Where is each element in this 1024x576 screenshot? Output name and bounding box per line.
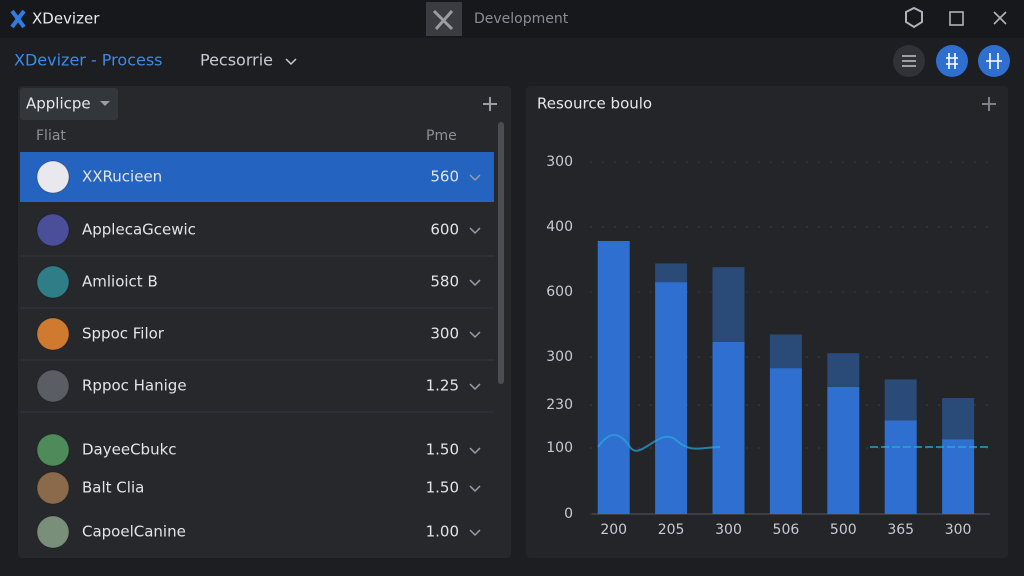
chart-add-button[interactable] — [982, 97, 996, 111]
close-button[interactable] — [993, 11, 1007, 25]
row-caret — [469, 174, 481, 182]
y-axis-label: 400 — [546, 219, 573, 235]
app-row[interactable]: Sppoc Filor 300 — [20, 317, 494, 361]
bar-segment — [655, 263, 688, 283]
app-row[interactable]: Amlioict B 580 — [20, 265, 494, 309]
row-caret — [469, 485, 481, 493]
app-list-panel — [18, 86, 511, 558]
app-dropdown[interactable] — [20, 88, 118, 120]
row-caret — [469, 227, 481, 235]
row-caret — [469, 529, 481, 537]
bar-segment — [655, 282, 688, 514]
x-tick-label: 500 — [830, 522, 857, 538]
column-header: Fliat — [36, 128, 66, 144]
list-glyph — [902, 55, 916, 67]
bar-segment — [942, 439, 975, 514]
trend-decoration — [597, 434, 721, 452]
x-tick-label: 506 — [773, 522, 800, 538]
app-name: Amlioict B — [82, 273, 158, 291]
app-name: ApplecaGcewic — [82, 221, 196, 239]
x-tick-label: 300 — [945, 522, 972, 538]
app-name: CapoelCanine — [82, 523, 186, 541]
chart-title: Resource boulo — [537, 95, 652, 113]
tab-icon-glyph — [432, 9, 454, 31]
app-name: Sppoc Filor — [82, 325, 165, 343]
app-name: Balt Clia — [82, 479, 144, 497]
maximize-button[interactable] — [949, 11, 964, 26]
app-name: XXRucieen — [82, 168, 162, 186]
y-axis-label: 300 — [546, 154, 573, 170]
app-value: 300 — [430, 325, 459, 343]
app-icon — [36, 317, 70, 351]
chart: 0 100 230 300 600 400 300 200 205 300 506 500 365 300 — [546, 154, 990, 538]
settings-button[interactable] — [905, 6, 923, 29]
bar-segment — [827, 386, 860, 514]
row-caret — [469, 383, 481, 391]
app-icon — [36, 515, 70, 549]
breadcrumb[interactable]: XDevizer - Process — [14, 51, 163, 70]
app-icon — [36, 369, 70, 403]
bar-segment — [769, 334, 802, 369]
y-axis-label: 230 — [546, 397, 573, 413]
bar-segment — [884, 420, 917, 514]
app-row[interactable]: ApplecaGcewic 600 — [20, 213, 494, 257]
app-value: 600 — [430, 221, 459, 239]
app-icon — [36, 160, 70, 194]
app-logo — [10, 9, 26, 29]
action-button[interactable] — [936, 45, 968, 77]
app-row[interactable]: XXRucieen 560 — [20, 152, 494, 202]
app-row[interactable]: DayeeCbukc 1.50 — [36, 433, 481, 467]
scrollbar[interactable] — [498, 122, 504, 384]
x-tick-label: 205 — [658, 522, 685, 538]
bar-segment — [884, 379, 917, 421]
menu-caret — [285, 58, 297, 66]
app-row[interactable]: CapoelCanine 1.00 — [36, 515, 481, 549]
title-bar — [0, 0, 1024, 38]
action-glyph — [946, 53, 958, 69]
menu[interactable]: Pecsorrie — [200, 51, 273, 70]
row-highlight — [20, 152, 494, 202]
bar-segment — [712, 341, 745, 514]
app-row[interactable]: Balt Clia 1.50 — [36, 471, 481, 505]
bar-segment — [712, 267, 745, 342]
add-button[interactable] — [483, 97, 497, 111]
tab-title[interactable]: Development — [474, 11, 569, 27]
bar-segment — [827, 353, 860, 387]
app-value: 580 — [430, 273, 459, 291]
app-value: 1.50 — [426, 441, 459, 459]
x-tick-label: 300 — [715, 522, 742, 538]
row-caret — [469, 447, 481, 455]
y-axis-label: 600 — [546, 284, 573, 300]
app-name: Rppoc Hanige — [82, 377, 187, 395]
app-icon — [36, 213, 70, 247]
y-axis-label: 300 — [546, 349, 573, 365]
row-caret — [469, 279, 481, 287]
dropdown-caret — [100, 101, 110, 106]
app-value: 1.25 — [426, 377, 459, 395]
bar-segment — [597, 240, 630, 515]
bar-segment — [942, 398, 975, 440]
app-value: 1.50 — [426, 479, 459, 497]
app-icon — [36, 265, 70, 299]
app-row[interactable]: Rppoc Hanige 1.25 — [20, 369, 494, 413]
app-rows: XXRucieen 560 ApplecaGcewic 600 Amlioict B 58… — [20, 152, 494, 549]
app-icon — [36, 433, 70, 467]
app-value: 560 — [430, 168, 459, 186]
app-name: XDevizer — [32, 10, 100, 28]
row-caret — [469, 331, 481, 339]
bar-segment — [769, 368, 802, 514]
y-axis-label: 100 — [546, 440, 573, 456]
app-icon — [36, 471, 70, 505]
app-value: 1.00 — [426, 523, 459, 541]
column-header: Pme — [426, 128, 457, 144]
x-tick-label: 200 — [600, 522, 627, 538]
dropdown-label: Applicpe — [26, 95, 91, 113]
x-tick-label: 365 — [887, 522, 914, 538]
app-name: DayeeCbukc — [82, 441, 177, 459]
split-glyph — [986, 53, 1002, 69]
y-axis-label: 0 — [564, 506, 573, 522]
